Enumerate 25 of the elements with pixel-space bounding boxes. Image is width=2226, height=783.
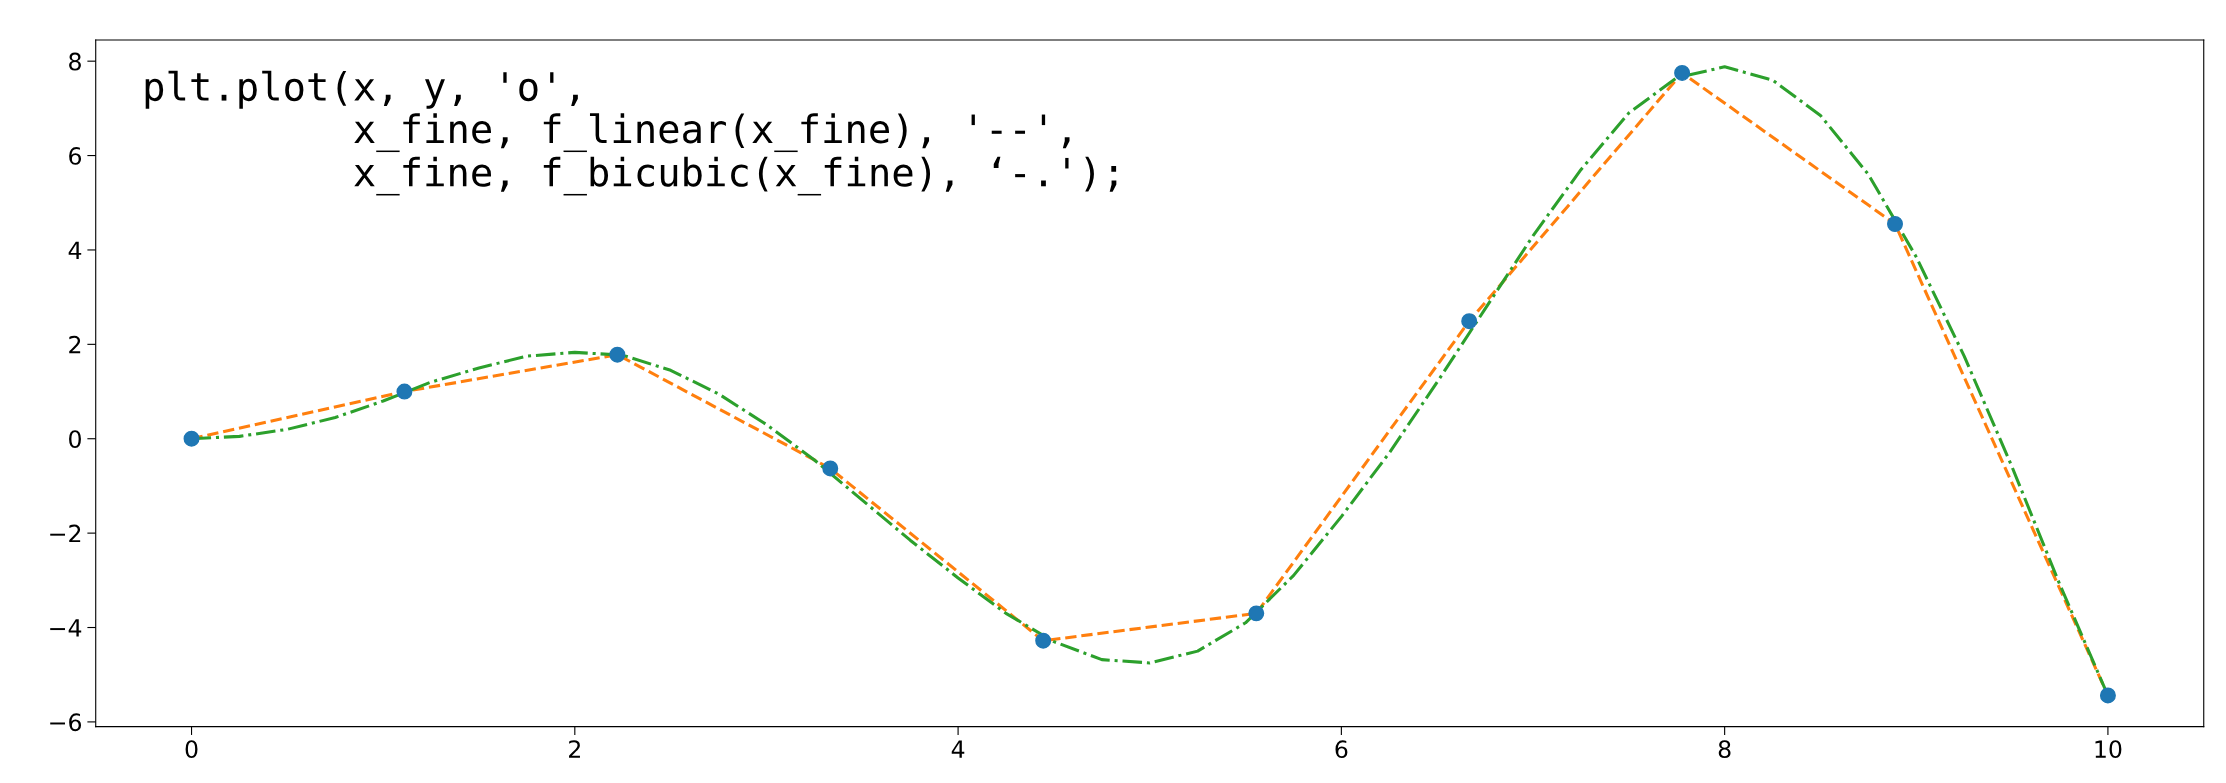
point <box>183 430 200 447</box>
point <box>1887 216 1903 232</box>
point <box>1248 605 1265 622</box>
point <box>1461 313 1478 330</box>
y-tick-label: −6 <box>50 713 82 732</box>
point <box>1674 64 1691 81</box>
y-tick-label: −4 <box>50 619 82 637</box>
point <box>2099 687 2116 704</box>
y-tick-label: 2 <box>69 335 81 354</box>
x-tick-label: 8 <box>1718 740 1731 759</box>
y-tick-label: 8 <box>69 52 81 71</box>
x-tick-label: 6 <box>1335 740 1348 759</box>
x-tick-label: 10 <box>2095 740 2122 759</box>
y-tick-label: 0 <box>69 430 81 449</box>
y-tick-label: 6 <box>69 147 82 165</box>
annotation: plt.plot(x, y, 'o', x_fine, f_linear(x_fine), '--', x_fine, f_bicubic(x_fine), ‘-.'); <box>145 70 1117 196</box>
y-tick-label: 4 <box>68 241 82 259</box>
x-tick-label: 0 <box>185 740 198 759</box>
point <box>1035 632 1052 649</box>
x-tick-label: 4 <box>951 740 965 758</box>
point <box>396 383 413 400</box>
point <box>822 460 839 477</box>
x-tick-label: 2 <box>569 740 580 758</box>
point <box>609 346 626 363</box>
y-tick-label: −2 <box>50 524 81 543</box>
